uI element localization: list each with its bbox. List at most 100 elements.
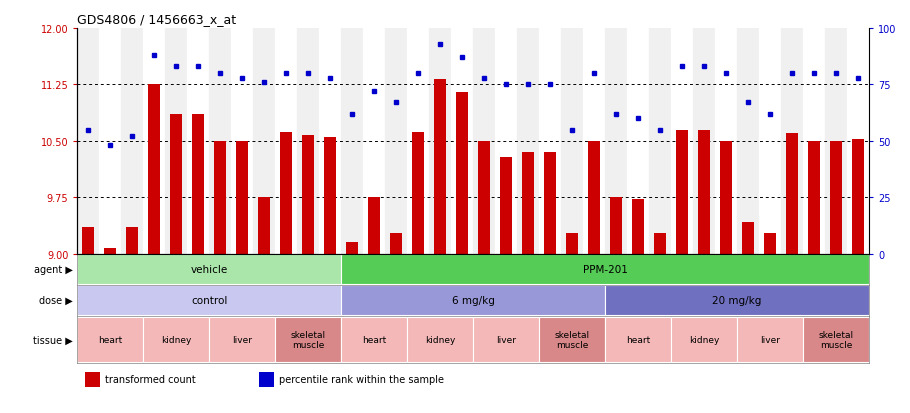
Bar [346,243,359,254]
Text: skeletal
muscle: skeletal muscle [554,330,590,349]
Bar [473,29,495,254]
Text: GDS4806 / 1456663_x_at: GDS4806 / 1456663_x_at [77,13,237,26]
Bar [341,254,869,284]
Bar [144,29,166,254]
Bar [144,317,209,363]
Bar [473,317,539,363]
Bar [430,29,451,254]
Bar [77,254,341,284]
Bar [434,80,446,254]
Text: dose ▶: dose ▶ [39,295,73,306]
Bar [99,29,121,254]
Bar [253,29,275,254]
Bar [148,85,160,254]
Bar [605,29,627,254]
Bar [501,158,512,254]
Text: 20 mg/kg: 20 mg/kg [713,295,762,306]
Text: skeletal
muscle: skeletal muscle [818,330,854,349]
Bar [385,29,407,254]
Bar [390,233,402,254]
Bar [231,29,253,254]
Bar [214,141,227,254]
Bar [407,29,430,254]
Bar [517,29,539,254]
Bar [632,199,644,254]
Text: tissue ▶: tissue ▶ [33,335,73,345]
Bar [478,141,490,254]
Bar [121,29,144,254]
Bar [808,141,820,254]
Bar [698,130,710,254]
Bar [258,198,270,254]
Bar [105,248,116,254]
Bar [759,29,781,254]
Text: agent ▶: agent ▶ [34,264,73,275]
Bar [298,29,319,254]
Bar [275,29,298,254]
Text: kidney: kidney [425,335,455,344]
Bar [803,317,869,363]
Bar [715,29,737,254]
Bar [456,93,469,254]
Bar [654,233,666,254]
Bar [407,317,473,363]
Bar [209,29,231,254]
Text: transformed count: transformed count [105,374,196,384]
Bar [605,317,671,363]
Bar [803,29,825,254]
Bar [847,29,869,254]
Text: 6 mg/kg: 6 mg/kg [451,295,495,306]
Text: PPM-201: PPM-201 [582,264,628,275]
Bar [412,133,424,254]
Bar [671,317,737,363]
Bar [280,133,292,254]
Bar [737,317,803,363]
Bar [566,233,578,254]
Bar [671,29,693,254]
Text: heart: heart [362,335,387,344]
Bar [649,29,671,254]
Bar [539,317,605,363]
Bar [187,29,209,254]
Bar [786,134,798,254]
Bar [77,29,99,254]
Bar [369,198,380,254]
Bar [341,286,605,316]
Bar [82,228,95,254]
Text: kidney: kidney [689,335,719,344]
Text: control: control [191,295,228,306]
Text: percentile rank within the sample: percentile rank within the sample [279,374,444,384]
Bar [676,130,688,254]
Bar [237,141,248,254]
Bar [627,29,649,254]
Bar [764,233,776,254]
Bar [77,286,341,316]
Text: kidney: kidney [161,335,191,344]
Text: liver: liver [232,335,252,344]
Bar [451,29,473,254]
Bar [781,29,803,254]
Bar [77,317,144,363]
Text: skeletal
muscle: skeletal muscle [290,330,326,349]
Bar [341,29,363,254]
Bar [742,223,754,254]
Bar [275,317,341,363]
Bar [852,140,864,254]
Bar [319,29,341,254]
Bar [610,198,622,254]
Bar [341,317,408,363]
Bar [363,29,385,254]
Bar [192,115,205,254]
Bar [166,29,187,254]
Bar [830,141,842,254]
Bar [583,29,605,254]
Text: liver: liver [496,335,516,344]
Bar [126,228,138,254]
Bar [561,29,583,254]
Bar [324,138,337,254]
Bar [209,317,275,363]
Text: liver: liver [760,335,780,344]
Bar [539,29,561,254]
Bar [825,29,847,254]
Text: heart: heart [626,335,651,344]
